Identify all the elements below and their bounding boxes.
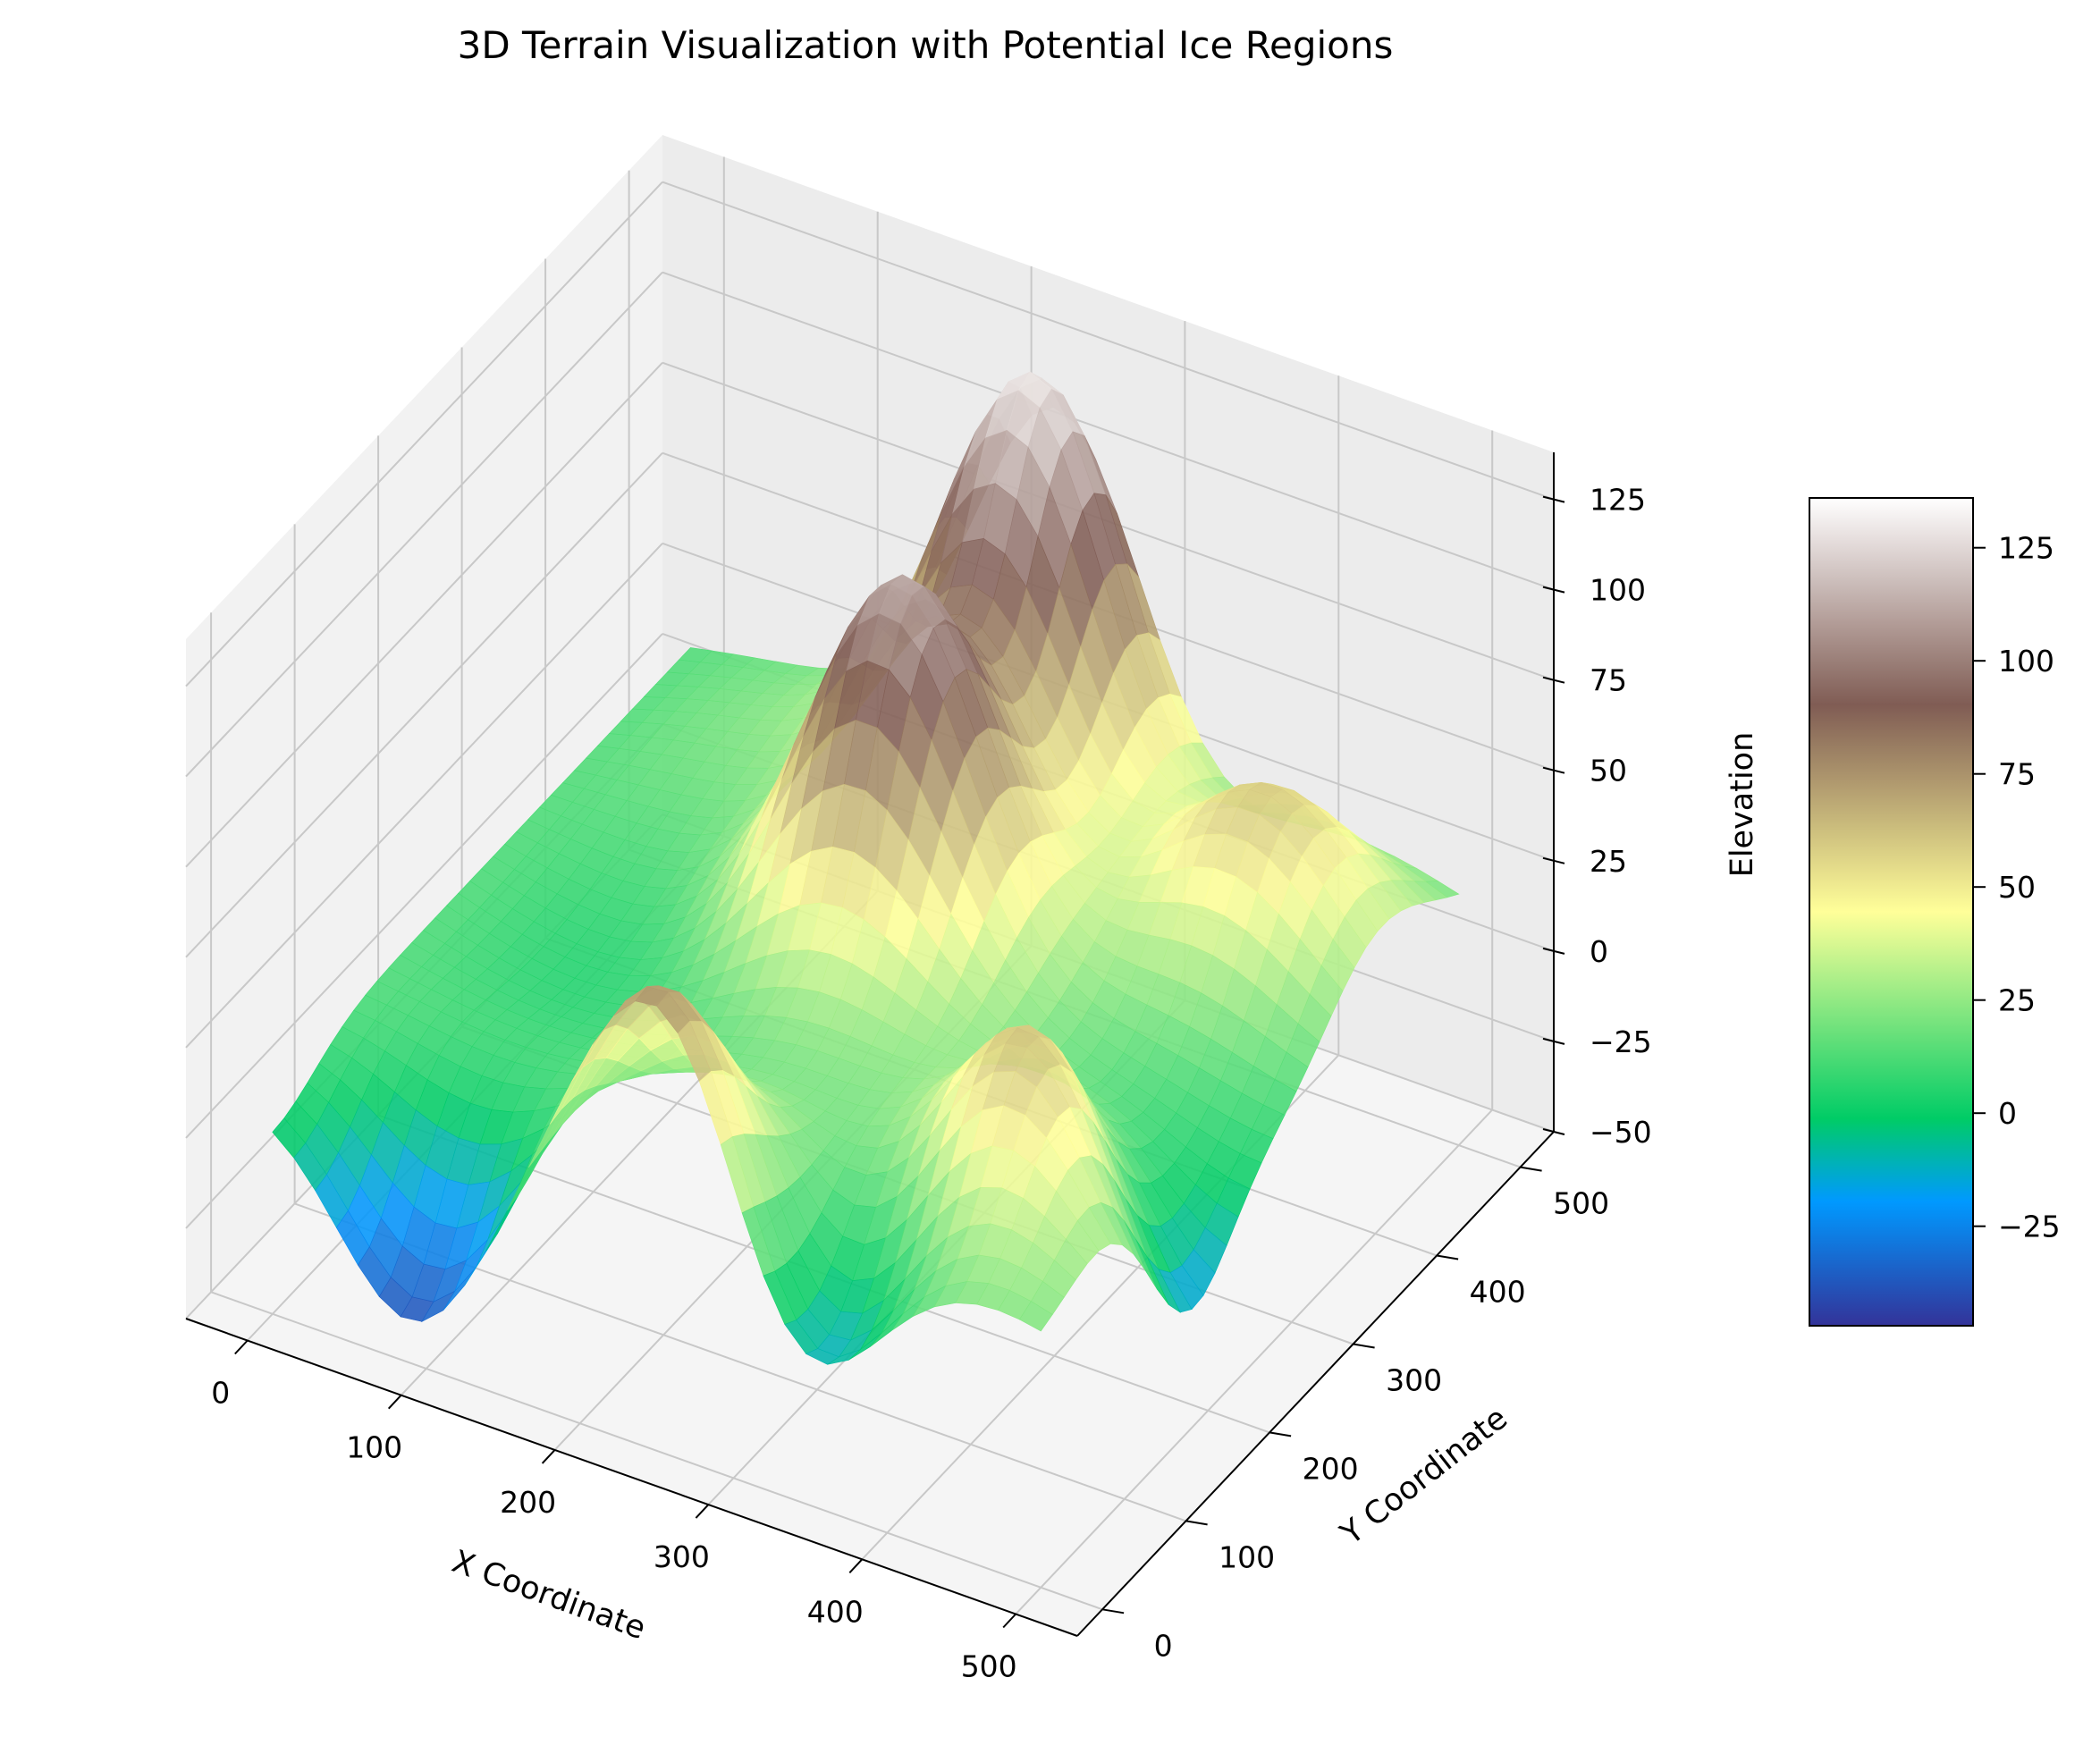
x-tick-mark (387, 1395, 402, 1410)
z-tick-label-0: −50 (1590, 1115, 1652, 1150)
z-tick-label-4: 50 (1590, 754, 1627, 788)
y-tick-label-100: 100 (1219, 1539, 1275, 1574)
z-axis-label: Elevation (1725, 732, 1760, 878)
y-tick-mark (1101, 1608, 1125, 1614)
gridline-y-floor (210, 1291, 1103, 1611)
y-tick-label-300: 300 (1386, 1363, 1442, 1398)
pane-left (186, 135, 662, 1319)
colorbar-tick-label-4: 75 (1998, 757, 2036, 792)
y-tick-label-400: 400 (1470, 1275, 1526, 1310)
y-tick-mark (1185, 1520, 1208, 1526)
z-tick-label-3: 25 (1590, 844, 1627, 879)
y-tick-label-200: 200 (1303, 1451, 1359, 1486)
gridline-z-back (662, 181, 1555, 501)
x-tick-label-300: 300 (654, 1539, 710, 1574)
axis-lines (185, 452, 1555, 1637)
z-tick-mark (1542, 856, 1565, 864)
gridline-z-back (662, 271, 1555, 591)
colorbar: −25 0 25 50 75 100 125 (1809, 497, 2061, 1327)
y-tick-label-0: 0 (1154, 1628, 1173, 1663)
colorbar-tick-label-5: 100 (1998, 644, 2054, 679)
colorbar-tick-label-3: 50 (1998, 870, 2036, 905)
colorbar-tick-label-1: 0 (1998, 1096, 2017, 1131)
y-tick-mark (1436, 1254, 1459, 1260)
colorbar-tick-label-2: 25 (1998, 983, 2036, 1018)
colorbar-tick-label-0: −25 (1998, 1210, 2061, 1244)
gridline-z-left (185, 181, 663, 687)
gridline-z-left (185, 452, 663, 958)
gridline-z-left (185, 633, 663, 1139)
colorbar-tick-label-6: 125 (1998, 531, 2054, 566)
z-tick-label-2: 0 (1590, 934, 1608, 969)
gridline-z-left (185, 543, 663, 1049)
z-tick-mark (1542, 947, 1565, 955)
x-tick-label-0: 0 (211, 1376, 230, 1411)
surface-patch (1018, 1301, 1053, 1332)
gridline-z-left (185, 362, 663, 868)
x-tick-label-400: 400 (807, 1594, 864, 1629)
x-tick-mark (541, 1449, 556, 1464)
colorbar-fill (1809, 497, 1974, 1327)
z-tick-mark (1542, 676, 1565, 684)
y-tick-label-500: 500 (1553, 1186, 1609, 1221)
x-tick-mark (848, 1558, 864, 1573)
gridline-x-floor (1015, 1109, 1493, 1615)
z-tick-mark (1542, 586, 1565, 594)
gridline-z-left (185, 271, 663, 778)
x-tick-mark (234, 1339, 249, 1355)
z-tick-label-1: −25 (1590, 1024, 1652, 1059)
z-tick-mark (1542, 766, 1565, 774)
x-axis-line (185, 1318, 1078, 1637)
x-tick-mark (695, 1504, 710, 1519)
colorbar-ticks: −25 0 25 50 75 100 125 (1973, 531, 2061, 1244)
z-tick-mark (1542, 1128, 1565, 1135)
z-tick-mark (1542, 495, 1565, 503)
z-tick-label-7: 125 (1590, 483, 1646, 518)
x-tick-label-500: 500 (961, 1649, 1017, 1684)
terrain-surface (272, 371, 1460, 1365)
x-tick-mark (1002, 1613, 1016, 1629)
y-tick-mark (1520, 1166, 1542, 1172)
y-tick-mark (1269, 1431, 1292, 1437)
x-tick-label-200: 200 (500, 1485, 556, 1520)
chart-title: 3D Terrain Visualization with Potential … (458, 23, 1394, 67)
x-tick-label-100: 100 (346, 1430, 402, 1465)
axis-ticks: 0 100 200 300 400 500 0 100 200 300 400 500 −50 −25 0 2… (211, 483, 1651, 1684)
y-axis-line (1076, 1131, 1555, 1637)
z-tick-label-6: 100 (1590, 573, 1646, 608)
y-tick-mark (1353, 1343, 1375, 1349)
z-tick-label-5: 75 (1590, 663, 1627, 698)
z-tick-mark (1542, 1037, 1565, 1045)
